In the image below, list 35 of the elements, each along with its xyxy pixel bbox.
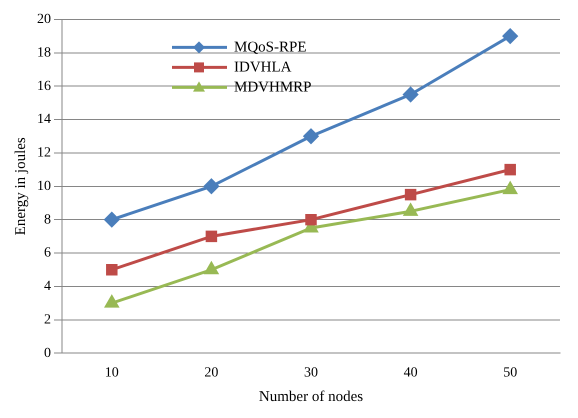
y-tick-label: 12 xyxy=(37,146,51,161)
point xyxy=(105,296,118,308)
y-tick-label: 2 xyxy=(44,312,51,328)
legend-label: IDVHLA xyxy=(234,59,292,76)
point xyxy=(403,87,418,102)
y-tick-label: 10 xyxy=(37,178,51,194)
y-tick-label: 14 xyxy=(37,112,51,128)
point xyxy=(404,188,416,200)
x-tick-label: 40 xyxy=(404,365,418,380)
x-tick-label: 50 xyxy=(503,365,518,380)
legend-label: MDVHMRP xyxy=(234,79,312,96)
y-tick-label: 16 xyxy=(37,78,51,94)
x-tick-label: 30 xyxy=(304,365,318,380)
y-tick-label: 20 xyxy=(37,12,51,28)
point xyxy=(502,28,518,44)
y-tick-label: 8 xyxy=(44,212,51,228)
point xyxy=(204,178,219,194)
point xyxy=(504,182,517,194)
point xyxy=(404,204,418,216)
point xyxy=(504,164,516,176)
y-tick-label: 4 xyxy=(44,279,51,294)
point xyxy=(304,128,318,144)
legend-label: MQoS-RPE xyxy=(234,39,307,56)
x-axis-title: Number of nodes xyxy=(258,388,364,405)
point xyxy=(106,264,118,276)
point xyxy=(206,230,218,242)
y-tick-label: 6 xyxy=(44,246,51,261)
point xyxy=(104,212,120,228)
x-tick-label: 20 xyxy=(204,365,218,380)
y-tick-label: 18 xyxy=(37,45,51,60)
point xyxy=(204,262,218,274)
y-axis-title: Energy in joules xyxy=(12,137,29,236)
y-tick-label: 0 xyxy=(44,346,51,361)
x-tick-label: 10 xyxy=(104,365,119,380)
point xyxy=(305,214,317,226)
